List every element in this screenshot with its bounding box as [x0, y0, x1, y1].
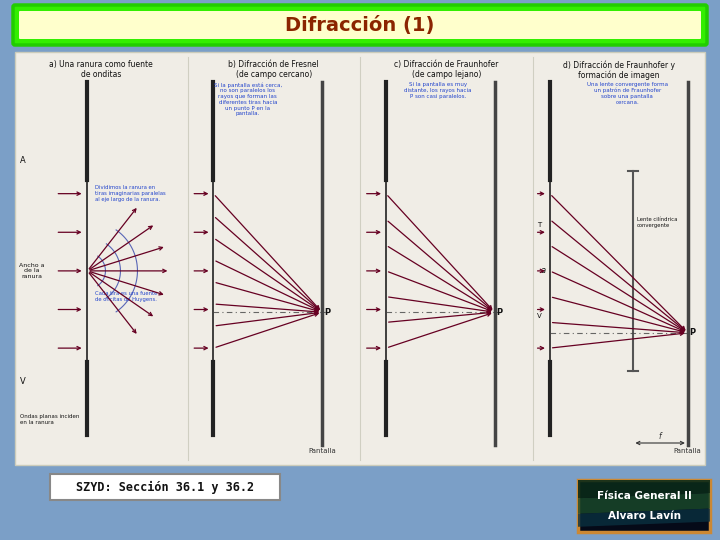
- Text: f: f: [659, 432, 662, 441]
- Text: Si la pantalla está cerca,
no son paralelos los
rayos que forman las
diferentes : Si la pantalla está cerca, no son parale…: [214, 82, 282, 117]
- Text: Difracción (1): Difracción (1): [285, 16, 435, 35]
- FancyBboxPatch shape: [19, 11, 701, 39]
- FancyBboxPatch shape: [50, 474, 280, 500]
- Text: Alvaro Lavín: Alvaro Lavín: [608, 511, 680, 522]
- Text: V: V: [537, 313, 541, 319]
- Text: c) Difracción de Fraunhofer
(de campo lejano): c) Difracción de Fraunhofer (de campo le…: [394, 60, 498, 79]
- Polygon shape: [578, 493, 710, 514]
- Text: A: A: [20, 156, 26, 165]
- Text: P: P: [497, 308, 503, 316]
- Text: a) Una ranura como fuente
de onditas: a) Una ranura como fuente de onditas: [50, 60, 153, 79]
- FancyBboxPatch shape: [578, 480, 710, 532]
- Text: SZYD: Sección 36.1 y 36.2: SZYD: Sección 36.1 y 36.2: [76, 481, 254, 494]
- Text: T: T: [537, 222, 541, 228]
- Text: Ancho a
de la
ranura: Ancho a de la ranura: [19, 262, 45, 279]
- Text: Ondas planas inciden
en la ranura: Ondas planas inciden en la ranura: [20, 414, 79, 425]
- Text: b) Difracción de Fresnel
(de campo cercano): b) Difracción de Fresnel (de campo cerca…: [228, 60, 319, 79]
- Text: Lente cilíndrica
convergente: Lente cilíndrica convergente: [636, 217, 677, 228]
- FancyBboxPatch shape: [13, 5, 707, 45]
- Text: P: P: [324, 308, 330, 316]
- Text: Dividimos la ranura en
tiras imaginarias paralelas
al eje largo de la ranura.: Dividimos la ranura en tiras imaginarias…: [96, 185, 166, 201]
- Text: Física General II: Física General II: [597, 491, 691, 501]
- FancyBboxPatch shape: [15, 52, 705, 465]
- Polygon shape: [578, 509, 710, 527]
- Text: Una lente convergente forma
un patrón de Fraunhofer
sobre una pantalla
cercana.: Una lente convergente forma un patrón de…: [587, 82, 668, 105]
- Text: Cada tira es una fuente
de oncitas de Huygens.: Cada tira es una fuente de oncitas de Hu…: [96, 291, 158, 302]
- Polygon shape: [578, 480, 710, 498]
- Text: V: V: [20, 377, 26, 386]
- Text: Pantalla: Pantalla: [308, 448, 336, 454]
- Text: d) Difracción de Fraunhofer y
formación de imagen: d) Difracción de Fraunhofer y formación …: [563, 60, 675, 80]
- Text: Si la pantalla es muy
distante, los rayos hacia
P son casi paralelos.: Si la pantalla es muy distante, los rayo…: [404, 82, 472, 99]
- Text: Pantalla: Pantalla: [674, 448, 701, 454]
- Text: P: P: [690, 328, 696, 338]
- Text: a: a: [540, 266, 546, 275]
